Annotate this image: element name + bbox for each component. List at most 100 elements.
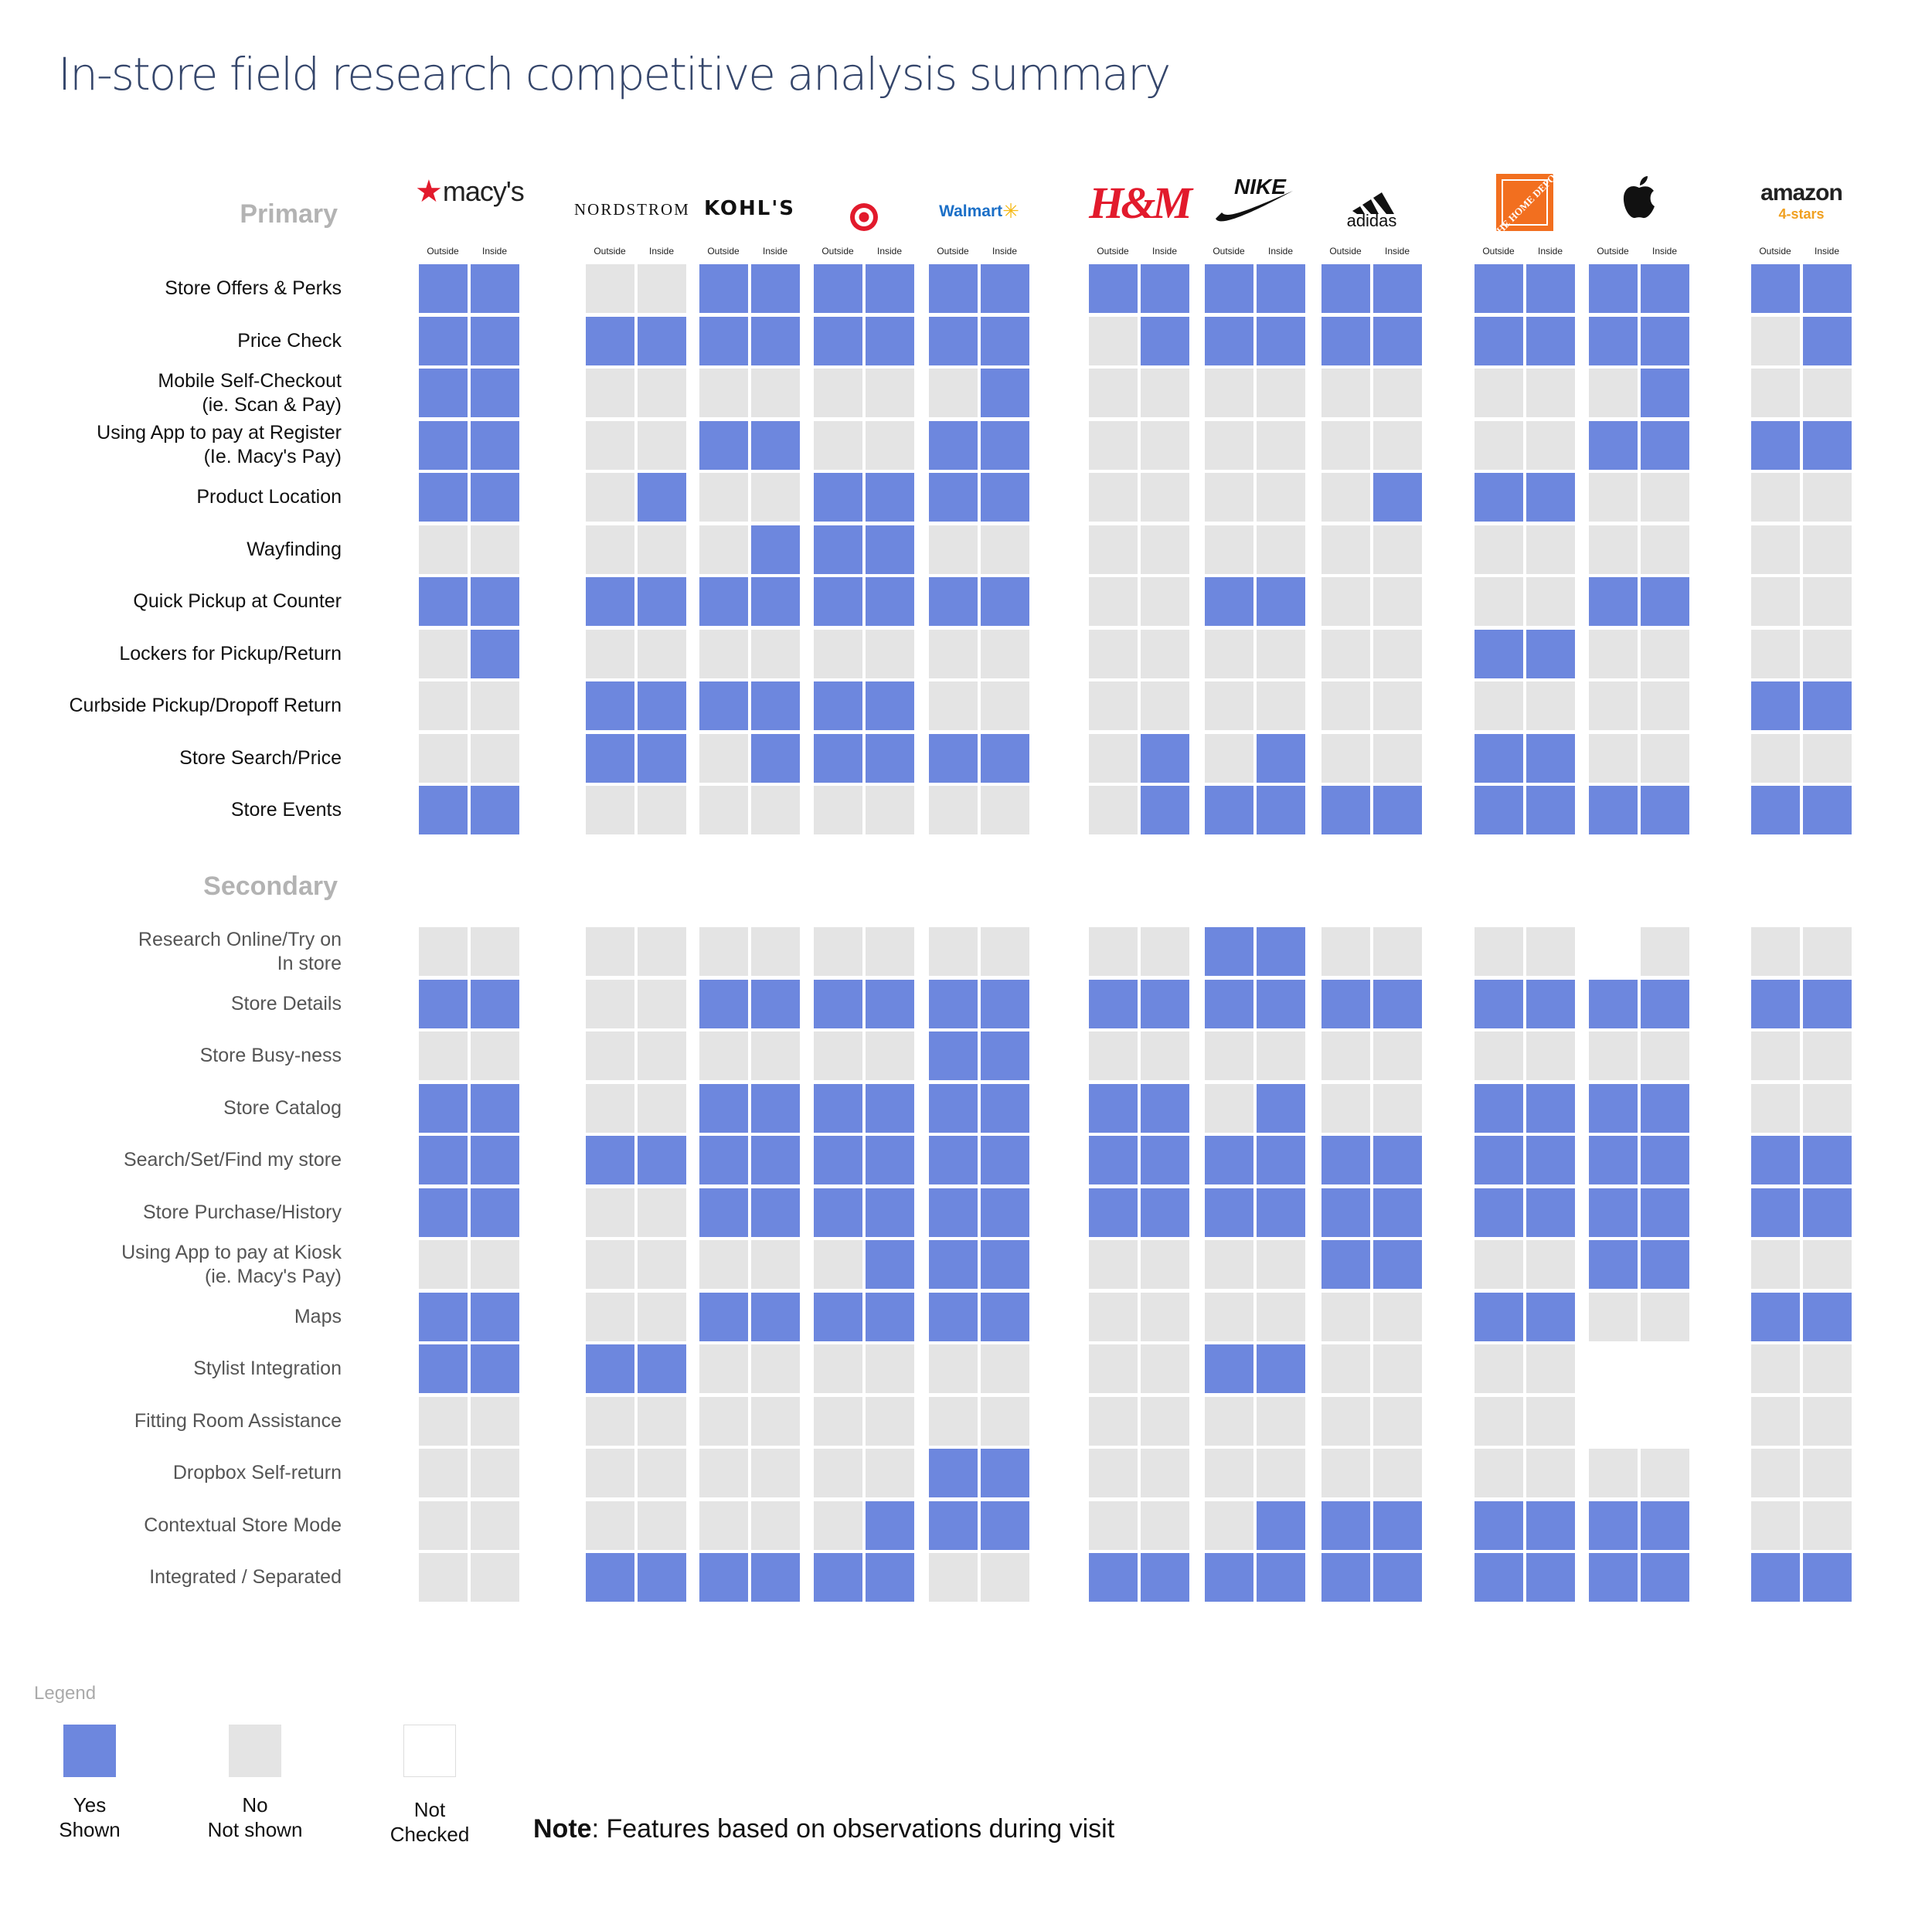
feature-cell — [1801, 314, 1853, 367]
feature-cell — [584, 926, 636, 977]
column-caption-inside: Inside — [1151, 246, 1178, 257]
feature-cell — [469, 419, 521, 471]
feature-cell — [1750, 732, 1801, 784]
feature-cell — [1801, 576, 1853, 627]
brand-logo-apple — [1585, 174, 1693, 239]
feature-cell — [979, 1082, 1031, 1134]
brand-text: macy's — [442, 175, 525, 207]
note: Note: Features based on observations dur… — [533, 1814, 1114, 1844]
feature-cell — [1087, 627, 1139, 680]
brand-text: Walmart — [939, 202, 1003, 220]
feature-cell — [417, 1134, 469, 1186]
feature-cell — [864, 680, 916, 732]
feature-cell — [864, 1551, 916, 1603]
column-caption-inside: Inside — [1267, 246, 1294, 257]
feature-cell — [1320, 1551, 1372, 1603]
feature-cell — [1639, 784, 1691, 836]
feature-cell — [1203, 1186, 1255, 1239]
feature-cell — [812, 926, 864, 977]
feature-cell — [584, 576, 636, 627]
feature-cell — [1473, 523, 1525, 576]
feature-cell — [469, 1134, 521, 1186]
row-label: Quick Pickup at Counter — [133, 590, 342, 612]
feature-cell — [1320, 627, 1372, 680]
feature-cell — [636, 627, 688, 680]
feature-cell — [812, 1239, 864, 1290]
feature-cell — [1639, 977, 1691, 1030]
feature-cell — [1203, 732, 1255, 784]
column-caption-inside: Inside — [1814, 246, 1840, 257]
feature-cell — [1139, 523, 1191, 576]
feature-cell — [417, 627, 469, 680]
feature-cell — [636, 732, 688, 784]
feature-cell — [1203, 1551, 1255, 1603]
feature-cell — [1801, 1343, 1853, 1395]
feature-cell — [698, 419, 750, 471]
feature-cell — [750, 627, 801, 680]
feature-cell — [864, 367, 916, 419]
feature-cell — [927, 1290, 979, 1343]
feature-cell — [1255, 926, 1307, 977]
column-caption-outside: Outside — [1329, 246, 1362, 257]
feature-cell — [1087, 419, 1139, 471]
feature-cell — [1320, 1239, 1372, 1290]
feature-cell — [750, 1447, 801, 1499]
feature-cell — [927, 784, 979, 836]
section-label-primary: Primary — [240, 199, 338, 229]
feature-cell — [584, 1343, 636, 1395]
feature-cell — [1473, 1290, 1525, 1343]
feature-cell — [864, 784, 916, 836]
feature-cell — [750, 523, 801, 576]
row-label: Dropbox Self-return — [172, 1462, 342, 1483]
feature-cell — [927, 523, 979, 576]
feature-cell — [1320, 1395, 1372, 1447]
feature-cell — [1087, 784, 1139, 836]
feature-cell — [1587, 576, 1639, 627]
feature-cell — [1639, 471, 1691, 523]
row-label: Integrated / Separated — [149, 1566, 342, 1588]
feature-cell — [1587, 926, 1639, 977]
brand-logo-amazon: amazon 4-stars — [1747, 174, 1855, 239]
feature-cell — [864, 926, 916, 977]
feature-cell — [1587, 1499, 1639, 1551]
feature-cell — [1139, 419, 1191, 471]
feature-cell — [812, 1343, 864, 1395]
brand-text: NORDSTROM — [574, 200, 690, 219]
brand-text: adidas — [1347, 211, 1397, 228]
feature-cell — [812, 1447, 864, 1499]
feature-cell — [812, 784, 864, 836]
feature-cell — [979, 367, 1031, 419]
feature-cell — [1639, 1186, 1691, 1239]
feature-cell — [750, 926, 801, 977]
brand-logo-nike: NIKE — [1201, 174, 1309, 239]
feature-cell — [469, 977, 521, 1030]
feature-cell — [1087, 314, 1139, 367]
feature-cell — [1087, 1551, 1139, 1603]
feature-cell — [1203, 263, 1255, 314]
feature-cell — [1320, 576, 1372, 627]
feature-cell — [698, 314, 750, 367]
feature-cell — [1750, 977, 1801, 1030]
feature-cell — [1372, 471, 1423, 523]
feature-cell — [469, 1551, 521, 1603]
feature-cell — [698, 680, 750, 732]
feature-cell — [584, 1395, 636, 1447]
feature-cell — [927, 627, 979, 680]
feature-cell — [1255, 1030, 1307, 1082]
feature-cell — [1087, 523, 1139, 576]
feature-cell — [584, 1186, 636, 1239]
feature-cell — [1587, 1134, 1639, 1186]
feature-cell — [469, 784, 521, 836]
feature-cell — [469, 680, 521, 732]
feature-cell — [927, 419, 979, 471]
feature-cell — [584, 314, 636, 367]
feature-cell — [1639, 1082, 1691, 1134]
feature-cell — [1750, 1447, 1801, 1499]
feature-cell — [636, 471, 688, 523]
feature-cell — [1525, 926, 1577, 977]
feature-cell — [1139, 1447, 1191, 1499]
feature-cell — [636, 419, 688, 471]
feature-cell — [750, 1551, 801, 1603]
feature-cell — [469, 1290, 521, 1343]
feature-cell — [636, 314, 688, 367]
